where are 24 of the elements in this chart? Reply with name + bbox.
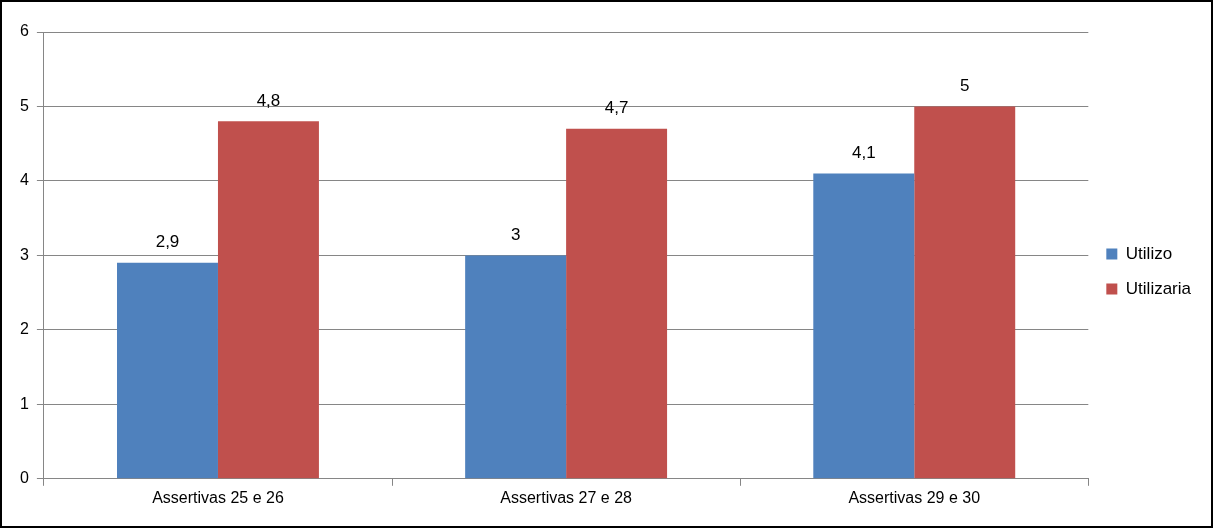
legend-label: Utilizo bbox=[1125, 243, 1173, 263]
x-tick-label: Assertivas 29 e 30 bbox=[848, 488, 981, 506]
data-label: 4,1 bbox=[851, 142, 876, 162]
y-tick-label: 1 bbox=[19, 394, 29, 412]
bar bbox=[465, 255, 567, 479]
y-tick-label: 2 bbox=[19, 320, 29, 338]
y-tick-label: 0 bbox=[19, 469, 29, 487]
bar bbox=[813, 173, 915, 479]
y-tick-label: 6 bbox=[19, 22, 29, 40]
bar bbox=[914, 106, 1016, 479]
data-label: 4,8 bbox=[256, 90, 281, 110]
data-label: 3 bbox=[510, 224, 521, 244]
bar bbox=[566, 128, 668, 479]
x-tick-label: Assertivas 27 e 28 bbox=[500, 488, 633, 506]
legend-label: Utilizaria bbox=[1125, 278, 1192, 298]
bar bbox=[217, 121, 319, 479]
y-tick-label: 5 bbox=[19, 96, 29, 114]
data-label: 4,7 bbox=[604, 97, 629, 117]
data-label: 5 bbox=[960, 75, 970, 95]
x-tick-label: Assertivas 25 e 26 bbox=[152, 488, 284, 506]
y-tick-label: 3 bbox=[19, 245, 29, 263]
bar bbox=[117, 262, 218, 479]
data-label: 2,9 bbox=[155, 232, 180, 252]
y-tick-label: 4 bbox=[19, 171, 29, 189]
